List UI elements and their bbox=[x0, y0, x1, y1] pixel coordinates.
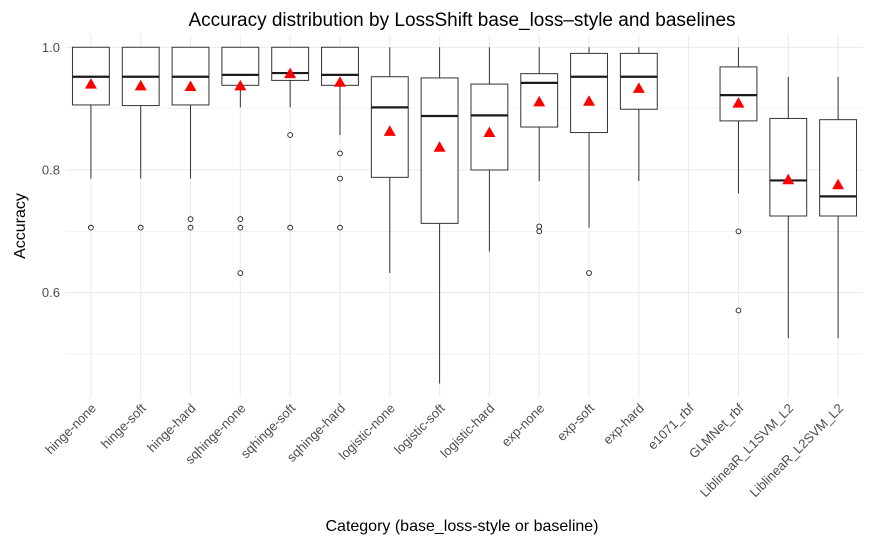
outlier-point bbox=[735, 228, 742, 235]
box-sqhinge-hard bbox=[321, 46, 359, 231]
outlier-point bbox=[187, 216, 194, 222]
box-exp-none bbox=[520, 47, 559, 235]
iqr-box bbox=[570, 52, 608, 134]
mean-marker bbox=[632, 82, 645, 93]
x-axis-ticks: hinge-nonehinge-softhinge-hardsqhinge-no… bbox=[42, 400, 846, 500]
mean-marker bbox=[433, 141, 446, 152]
iqr-box bbox=[719, 66, 758, 122]
x-axis-title: Category (base_loss-style or baseline) bbox=[325, 518, 598, 535]
mean-marker bbox=[533, 95, 546, 107]
outlier-point bbox=[337, 224, 343, 231]
mean-marker bbox=[284, 67, 297, 79]
mean-marker bbox=[782, 173, 795, 185]
x-tick-label: exp-none bbox=[498, 401, 547, 450]
mean-marker bbox=[383, 125, 396, 136]
iqr-box bbox=[221, 46, 260, 86]
outlier-point bbox=[586, 270, 592, 276]
y-tick-label: 0.8 bbox=[42, 162, 60, 177]
mean-marker bbox=[583, 95, 596, 106]
outlier-point bbox=[287, 224, 294, 231]
outlier-point bbox=[237, 224, 244, 231]
box-plot-series bbox=[71, 46, 858, 384]
iqr-box bbox=[819, 119, 858, 217]
mean-marker bbox=[184, 80, 197, 92]
box-exp-soft bbox=[570, 47, 608, 276]
x-tick-label: hinge-soft bbox=[98, 400, 149, 451]
box-logistic-soft bbox=[420, 47, 459, 384]
outlier-point bbox=[735, 307, 742, 314]
x-tick-label: e1071_rbf bbox=[645, 400, 697, 452]
mean-marker bbox=[732, 97, 745, 108]
outlier-point bbox=[337, 150, 343, 157]
x-tick-label: LiblineaR_L1SVM_L2 bbox=[697, 401, 797, 501]
mean-marker bbox=[333, 76, 346, 87]
mean-marker bbox=[84, 78, 97, 89]
box-hinge-hard bbox=[171, 46, 210, 231]
box-exp-hard bbox=[619, 47, 658, 182]
y-tick-label: 1.0 bbox=[42, 40, 60, 55]
outlier-point bbox=[337, 175, 343, 182]
box-logistic-hard bbox=[470, 47, 509, 252]
x-tick-label: exp-hard bbox=[600, 401, 647, 448]
mean-marker bbox=[483, 126, 496, 138]
x-tick-label: LiblineaR_L2SVM_L2 bbox=[747, 401, 847, 501]
box-sqhinge-none bbox=[221, 46, 260, 276]
outlier-point bbox=[88, 224, 94, 231]
iqr-box bbox=[619, 52, 658, 110]
y-axis-ticks: 0.6 0.8 1.0 bbox=[42, 40, 60, 300]
y-tick-label: 0.6 bbox=[42, 285, 60, 300]
outlier-point bbox=[137, 224, 144, 231]
box-LiblineaR_L2SVM_L2 bbox=[819, 76, 858, 339]
chart-title: Accuracy distribution by LossShift base_… bbox=[188, 10, 735, 31]
box-logistic-none bbox=[370, 47, 409, 274]
outlier-point bbox=[287, 132, 294, 138]
x-tick-label: logistic-hard bbox=[437, 401, 497, 461]
outlier-point bbox=[536, 223, 543, 230]
box-sqhinge-soft bbox=[271, 46, 310, 231]
x-tick-label: hinge-none bbox=[42, 401, 99, 458]
mean-marker bbox=[134, 79, 147, 91]
outlier-point bbox=[237, 270, 244, 276]
y-axis-title: Accuracy bbox=[12, 193, 29, 259]
outlier-point bbox=[536, 228, 543, 235]
mean-marker bbox=[234, 79, 247, 91]
x-tick-label: exp-soft bbox=[554, 400, 598, 444]
box-hinge-none bbox=[71, 46, 110, 231]
outlier-point bbox=[187, 224, 194, 231]
box-GLMNet_rbf bbox=[719, 47, 758, 314]
outlier-point bbox=[237, 216, 244, 222]
box-hinge-soft bbox=[121, 46, 160, 231]
mean-marker bbox=[832, 178, 845, 190]
iqr-box bbox=[769, 117, 808, 217]
box-LiblineaR_L1SVM_L2 bbox=[769, 76, 808, 339]
